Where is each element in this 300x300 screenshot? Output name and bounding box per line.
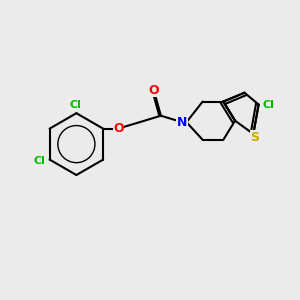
Text: S: S — [250, 131, 259, 144]
Text: N: N — [177, 116, 187, 129]
Text: Cl: Cl — [33, 156, 45, 166]
Text: Cl: Cl — [70, 100, 82, 110]
Text: O: O — [113, 122, 124, 135]
Text: O: O — [148, 84, 158, 97]
Text: Cl: Cl — [263, 100, 275, 110]
